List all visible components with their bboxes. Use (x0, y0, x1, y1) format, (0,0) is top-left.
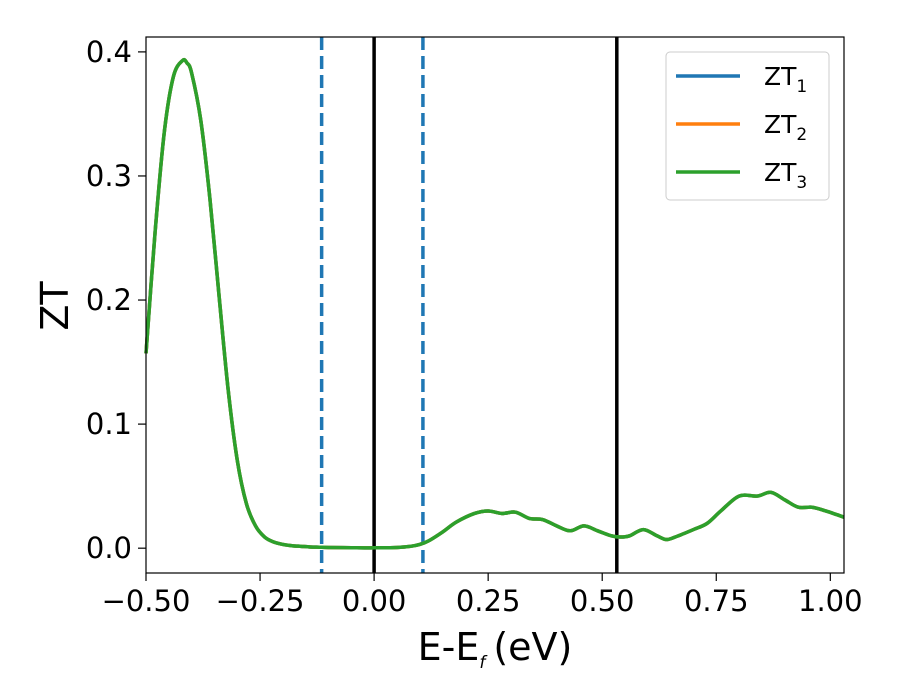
x-axis-title: E-Ef (eV) (418, 625, 573, 673)
y-tick-label: 0.1 (86, 407, 132, 441)
x-tick-label: 0.25 (456, 584, 521, 618)
legend: ZT1 ZT2 ZT3 (665, 51, 830, 201)
legend-box (665, 51, 830, 201)
y-tick-label: 0.2 (86, 283, 132, 317)
series-layer (144, 57, 845, 550)
reference-lines (319, 37, 619, 573)
x-tick-label: −0.25 (216, 584, 305, 618)
x-tick-label: 0.50 (570, 584, 635, 618)
y-axis-title: ZT (33, 281, 77, 331)
x-tick-label: 1.00 (798, 584, 863, 618)
x-tick-label: 0.75 (684, 584, 749, 618)
legend-label-zt1: ZT1 (764, 62, 807, 97)
plot-frame (145, 36, 845, 574)
legend-label-zt3: ZT3 (764, 158, 807, 193)
y-axis: 0.0 0.1 0.2 0.3 0.4 (86, 35, 146, 565)
legend-label-zt2: ZT2 (764, 110, 807, 145)
x-tick-label: 0.00 (342, 584, 407, 618)
x-tick-label: −0.50 (102, 584, 191, 618)
y-tick-label: 0.0 (86, 531, 132, 565)
y-tick-label: 0.3 (86, 159, 132, 193)
x-axis: −0.50 −0.25 0.00 0.25 0.50 0.75 1.00 (102, 573, 863, 618)
series-line-zt3 (144, 57, 845, 550)
y-tick-label: 0.4 (86, 35, 132, 69)
